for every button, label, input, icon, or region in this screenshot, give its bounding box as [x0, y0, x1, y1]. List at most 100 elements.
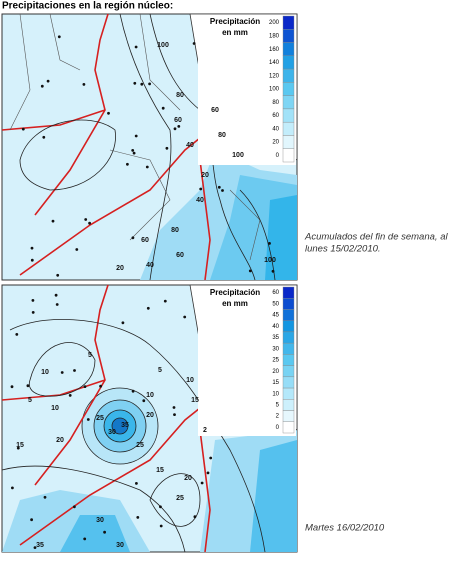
legend-swatch: [282, 286, 295, 299]
station: [26, 384, 30, 388]
station: [56, 273, 60, 277]
contour-label: 60: [176, 252, 184, 259]
station: [163, 299, 167, 303]
station: [140, 82, 144, 86]
station: [55, 303, 59, 306]
contour: [28, 342, 96, 397]
legend-label: 10: [272, 391, 279, 397]
province-border: [1, 379, 106, 401]
station: [134, 45, 138, 49]
contour-label: 30: [108, 429, 116, 436]
contour-label: 100: [232, 152, 244, 159]
contour-label: 80: [218, 132, 226, 139]
rain-area: [112, 418, 128, 434]
legend-swatch: [282, 42, 295, 57]
province-border: [34, 13, 109, 216]
contour-label: 15: [156, 467, 164, 474]
station: [131, 389, 135, 393]
station: [165, 146, 169, 150]
contour: [19, 119, 116, 191]
station: [121, 321, 125, 325]
station: [192, 42, 196, 45]
page-title: Precipitaciones en la región núcleo:: [2, 1, 173, 12]
contour-label: 40: [146, 262, 154, 269]
contour: [119, 13, 172, 281]
station: [30, 518, 33, 522]
caption-line: Acumulados del fin de semana, al: [304, 232, 448, 243]
province-border: [19, 129, 211, 276]
legend-label: 5: [276, 403, 280, 409]
contour-label: 40: [186, 142, 194, 149]
legend-swatch: [282, 29, 295, 43]
station: [221, 189, 224, 192]
caption: Martes 16/02/2010: [305, 523, 385, 534]
station: [31, 299, 35, 302]
contour-label: 25: [136, 442, 144, 449]
station: [11, 486, 14, 490]
station: [68, 394, 72, 397]
contour-label: 30: [116, 542, 124, 549]
station: [146, 306, 150, 310]
contour-label: 20: [146, 412, 154, 419]
contour-label: 20: [116, 265, 124, 272]
station: [133, 81, 137, 85]
stations: [21, 35, 275, 277]
legend-label: 160: [269, 47, 280, 53]
station: [206, 471, 210, 475]
station: [10, 385, 14, 389]
station: [73, 505, 76, 509]
legend-swatch: [282, 320, 295, 333]
station: [268, 242, 271, 245]
station: [271, 269, 275, 273]
legend-label: 120: [269, 73, 280, 79]
contour: [239, 189, 276, 281]
station: [161, 106, 165, 110]
station: [209, 456, 213, 460]
contour-label: 15: [191, 397, 199, 404]
station: [99, 384, 102, 388]
station: [134, 134, 138, 138]
legend-swatch: [282, 309, 295, 321]
contour-label: 60: [174, 117, 182, 124]
station: [60, 371, 64, 374]
contour-label: 100: [157, 42, 169, 49]
contour: [1, 465, 186, 553]
station: [183, 315, 187, 319]
contour-label: 10: [41, 369, 49, 376]
station: [88, 221, 91, 225]
station: [199, 187, 203, 191]
contour-label: 40: [196, 197, 204, 204]
contour-label: 35: [121, 422, 129, 429]
contour-label: 5: [28, 397, 32, 404]
province-border: [34, 284, 109, 486]
legend-label: 35: [272, 335, 279, 341]
station: [54, 293, 58, 297]
legend-swatch: [282, 342, 295, 355]
station: [31, 311, 35, 314]
rain-area: [60, 515, 130, 552]
contour-label: 10: [51, 405, 59, 412]
legend-label: 30: [272, 346, 279, 352]
legend-swatch: [282, 135, 295, 149]
station: [83, 385, 87, 388]
contour-label: 5: [158, 367, 162, 374]
legend-label: 2: [276, 414, 280, 420]
legend-swatch: [282, 15, 295, 30]
station: [193, 515, 197, 519]
legend-label: 140: [269, 60, 280, 66]
station: [159, 505, 162, 509]
station: [73, 369, 76, 372]
legend-label: 0: [276, 153, 280, 159]
contour: [9, 318, 266, 553]
station: [132, 151, 136, 155]
legend-swatch: [282, 298, 295, 310]
station: [172, 406, 176, 409]
contour: [111, 417, 129, 435]
province-border: [199, 159, 211, 281]
station: [159, 524, 163, 528]
contour: [149, 473, 201, 527]
legend-box: [198, 15, 296, 165]
legend-title: en mm: [222, 28, 248, 37]
station: [131, 236, 135, 240]
legend-swatch: [282, 399, 295, 411]
